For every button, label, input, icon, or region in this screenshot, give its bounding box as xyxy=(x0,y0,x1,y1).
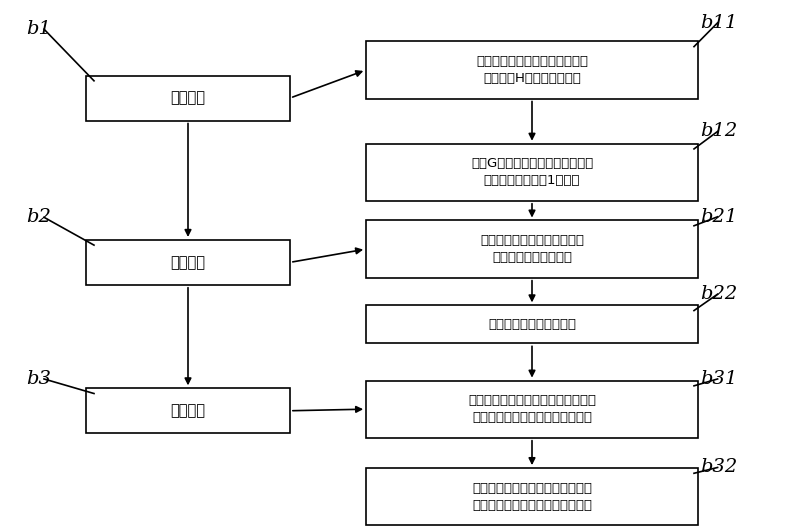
Text: 得到新的数据的逻辑値，把具有相关
性的与原校验位异或产生新校验位: 得到新的数据的逻辑値，把具有相关 性的与原校验位异或产生新校验位 xyxy=(468,394,596,424)
Text: 纠错过程: 纠错过程 xyxy=(170,255,206,270)
Text: b3: b3 xyxy=(26,370,51,388)
Text: b11: b11 xyxy=(700,14,738,32)
Bar xyxy=(86,76,290,121)
Bar xyxy=(366,305,698,343)
Text: b1: b1 xyxy=(26,20,51,38)
Bar xyxy=(86,240,290,285)
Text: b12: b12 xyxy=(700,122,738,140)
Text: 输出正确数据位及校验位: 输出正确数据位及校验位 xyxy=(488,318,576,331)
Text: 解码过程: 解码过程 xyxy=(170,91,206,105)
Bar xyxy=(366,468,698,525)
Text: b32: b32 xyxy=(700,458,738,476)
Bar xyxy=(366,381,698,438)
Text: 编码过程: 编码过程 xyxy=(170,403,206,418)
Bar xyxy=(86,388,290,434)
Bar xyxy=(366,220,698,278)
Text: 根据伴随式，查错纠错，获得
正确的校验位和数据位: 根据伴随式，查错纠错，获得 正确的校验位和数据位 xyxy=(480,234,584,264)
Text: b22: b22 xyxy=(700,285,738,303)
Text: b31: b31 xyxy=(700,370,738,388)
Bar xyxy=(366,144,698,201)
Text: 从存储单元中取出数据位和校验
位，根据H矩阵算出伴随式: 从存储单元中取出数据位和校验 位，根据H矩阵算出伴随式 xyxy=(476,55,588,85)
Text: 读取的数据相应位替换成输入的数
据位，产生新的数据存入存储器中: 读取的数据相应位替换成输入的数 据位，产生新的数据存入存储器中 xyxy=(472,482,592,511)
Text: 根据G矩阵相关性特征，从每四列
中取出需要纠错的1位数据: 根据G矩阵相关性特征，从每四列 中取出需要纠错的1位数据 xyxy=(471,157,593,187)
Text: b2: b2 xyxy=(26,208,51,226)
Text: b21: b21 xyxy=(700,208,738,226)
Bar xyxy=(366,41,698,99)
